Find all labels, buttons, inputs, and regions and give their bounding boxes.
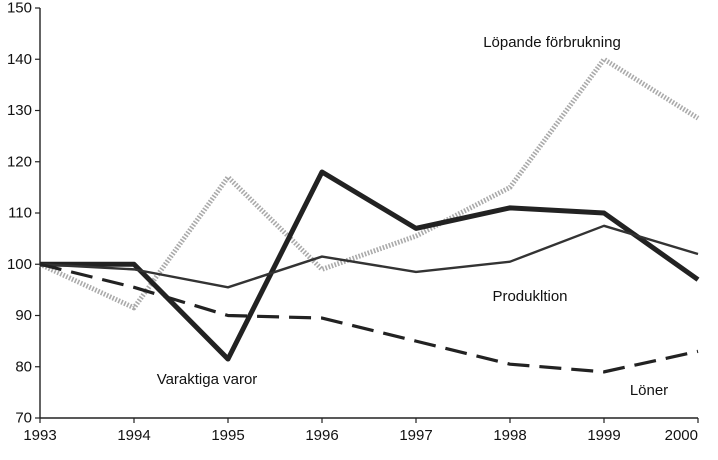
series-label-loner: Löner [630, 382, 668, 399]
x-tick-label: 2000 [665, 427, 698, 444]
x-tick-label: 1996 [305, 427, 338, 444]
series-line-varaktiga-varor [40, 169, 700, 362]
series-line-produktion [39, 224, 699, 289]
chart-series-labels: Löpande förbrukning Varaktiga varor Produk… [157, 34, 668, 399]
y-tick-label: 80 [15, 358, 32, 375]
x-tick-label: 1995 [211, 427, 244, 444]
series-line-loner [39, 262, 699, 374]
x-tick-label: 1993 [23, 427, 56, 444]
series-label-varaktiga-varor: Varaktiga varor [157, 371, 258, 388]
series-label-produktion: Produkltion [492, 288, 567, 305]
y-tick-label: 110 [8, 205, 32, 222]
y-tick-label: 100 [7, 256, 32, 273]
chart-ticks: 70 80 90 100 110 120 130 140 150 1993 1994 1995 1996… [7, 0, 699, 444]
y-tick-label: 70 [15, 410, 32, 427]
y-tick-label: 90 [15, 307, 32, 324]
x-tick-label: 1998 [493, 427, 526, 444]
series-label-lopande-forbrukning: Löpande förbrukning [483, 34, 621, 51]
chart-series-lines [38, 56, 700, 374]
y-tick-label: 150 [7, 0, 32, 17]
x-tick-label: 1994 [117, 427, 150, 444]
y-tick-label: 140 [7, 51, 32, 68]
x-tick-label: 1999 [587, 427, 620, 444]
y-tick-label: 120 [7, 153, 32, 170]
series-line-lopande-forbrukning [38, 56, 700, 311]
x-tick-label: 1997 [399, 427, 432, 444]
y-tick-label: 130 [7, 102, 32, 119]
